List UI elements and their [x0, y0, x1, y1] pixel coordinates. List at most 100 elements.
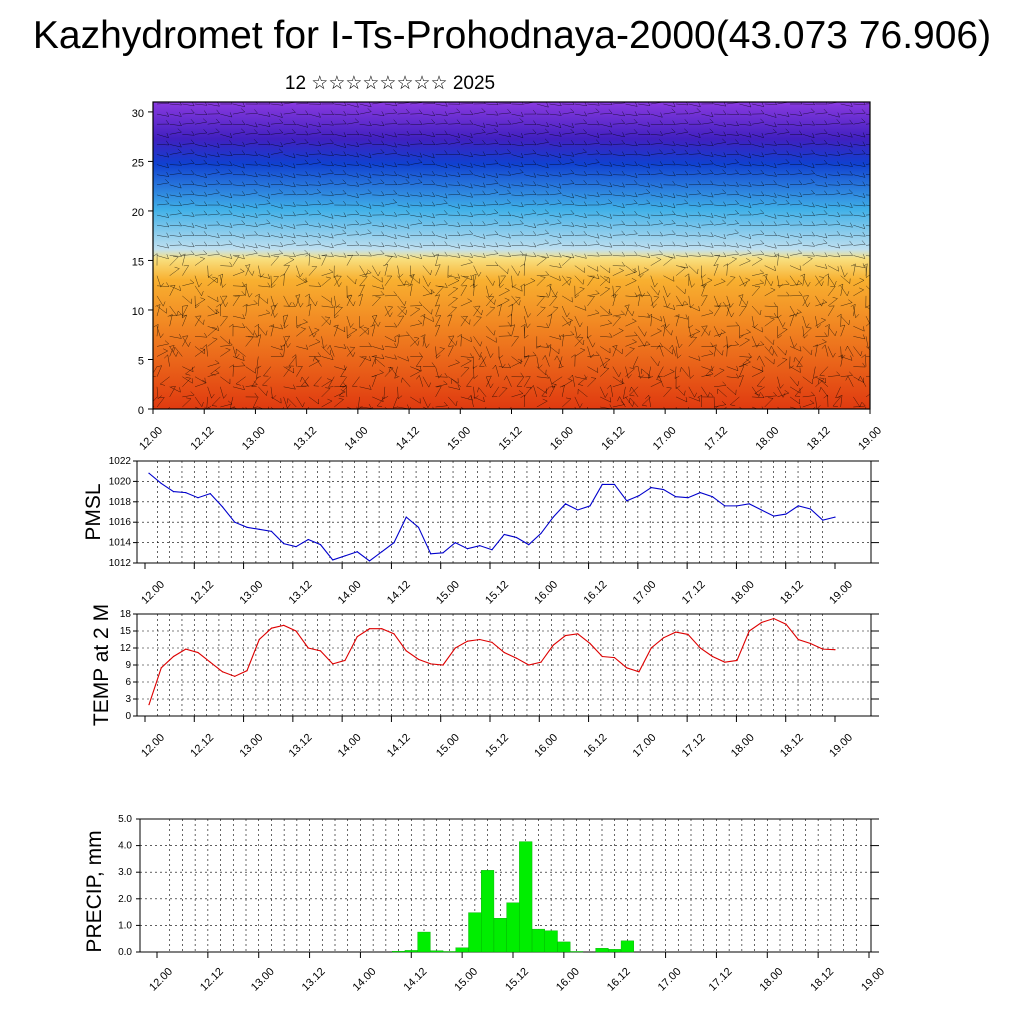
wind-barb-feather	[793, 343, 798, 348]
wind-barb	[270, 386, 273, 399]
wind-barb	[600, 174, 613, 176]
wind-barb-feather	[634, 331, 638, 336]
wind-barb	[245, 285, 250, 298]
temp-data-point	[748, 630, 750, 632]
wind-barb-feather	[648, 376, 654, 379]
wind-barb	[308, 113, 321, 118]
temp-y-tick-label: 15	[120, 626, 132, 637]
wind-barb	[296, 184, 309, 187]
wind-barb-feather	[618, 328, 624, 331]
wind-barb-feather	[431, 170, 436, 176]
wind-barb	[397, 204, 410, 208]
wind-barb	[688, 103, 701, 107]
wind-barb-feather	[242, 163, 245, 169]
wind-barb	[701, 122, 714, 125]
wind-barb	[207, 372, 220, 377]
wind-barb	[574, 224, 587, 228]
wind-barb	[726, 376, 739, 379]
wind-barb	[739, 406, 743, 409]
wind-barb	[258, 285, 271, 288]
wind-barb-feather	[242, 141, 246, 147]
wind-barb	[511, 134, 524, 138]
wind-barb-feather	[837, 161, 841, 166]
wind-barb	[296, 295, 301, 308]
wind-barb	[334, 224, 346, 229]
wind-barb	[536, 103, 549, 108]
wind-barb-feather	[241, 170, 246, 176]
wind-barb-feather	[875, 151, 878, 155]
wind-barb	[314, 356, 322, 367]
wind-barb-feather	[570, 210, 575, 215]
wind-barb-feather	[191, 211, 195, 217]
wind-barb	[321, 172, 334, 175]
wind-barb	[815, 302, 827, 307]
cross-section-x-tick-label: 14.00	[343, 425, 371, 453]
wind-barb-feather	[381, 284, 384, 290]
wind-barb-feather	[338, 282, 342, 287]
wind-barb	[308, 184, 321, 186]
wind-barb	[638, 154, 651, 157]
wind-barb-feather	[532, 149, 537, 154]
wind-barb-feather	[242, 303, 248, 307]
wind-barb-feather	[643, 267, 649, 271]
wind-barb-feather	[255, 122, 258, 128]
wind-barb	[752, 173, 765, 175]
wind-barb-feather	[669, 368, 675, 372]
wind-barb	[262, 376, 272, 386]
wind-barb	[270, 325, 283, 330]
wind-barb-feather	[267, 140, 271, 146]
wind-barb-feather	[431, 231, 436, 236]
wind-barb-feather	[786, 212, 790, 217]
wind-barb	[220, 164, 233, 166]
wind-barb	[245, 245, 258, 249]
wind-barb-feather	[419, 172, 423, 178]
pmsl-x-tick-label: 16.00	[532, 579, 560, 607]
wind-barb	[625, 144, 638, 147]
temp-data-point	[773, 617, 775, 620]
wind-barb-feather	[380, 179, 385, 184]
wind-barb-feather	[583, 129, 587, 134]
wind-barb-feather	[305, 344, 309, 350]
wind-barb-feather	[242, 181, 246, 187]
wind-barb	[840, 275, 850, 284]
wind-barb-feather	[608, 149, 613, 155]
wind-barb	[599, 275, 610, 284]
wind-barb-feather	[201, 291, 204, 296]
wind-barb-feather	[369, 153, 372, 158]
wind-barb	[561, 305, 568, 318]
wind-barb	[156, 154, 169, 158]
wind-barb-feather	[698, 223, 701, 229]
temp-data-point	[577, 633, 579, 635]
wind-barb-feather	[785, 350, 787, 356]
wind-barb	[802, 295, 809, 307]
wind-barb-feather	[517, 358, 523, 362]
wind-barb-feather	[546, 102, 549, 108]
wind-barb-feather	[394, 322, 398, 328]
wind-barb-feather	[574, 294, 580, 298]
wind-barb	[207, 305, 217, 315]
wind-barb	[638, 184, 650, 188]
wind-barb-feather	[770, 281, 774, 286]
precip-x-tick-label: 12.12	[198, 966, 226, 994]
wind-barb	[410, 308, 421, 317]
wind-barb	[182, 245, 195, 248]
wind-barb	[220, 255, 232, 259]
wind-barb-feather	[845, 345, 848, 351]
wind-barb-feather	[203, 231, 208, 236]
wind-barb	[574, 123, 587, 125]
wind-barb	[612, 286, 621, 297]
wind-barb-feather	[166, 222, 170, 228]
wind-barb-feather	[798, 280, 803, 284]
wind-barb	[352, 376, 360, 387]
wind-barb-feather	[242, 233, 245, 239]
wind-barb-feather	[803, 295, 809, 297]
wind-barb	[397, 305, 406, 315]
pmsl-data-point	[601, 483, 603, 486]
wind-barb	[448, 280, 460, 287]
wind-barb-feather	[483, 173, 486, 178]
wind-barb-feather	[292, 302, 296, 307]
wind-barb-feather	[417, 340, 420, 346]
wind-barb-feather	[293, 384, 296, 390]
wind-barb-feather	[736, 365, 739, 371]
wind-barb-feather	[837, 171, 841, 177]
